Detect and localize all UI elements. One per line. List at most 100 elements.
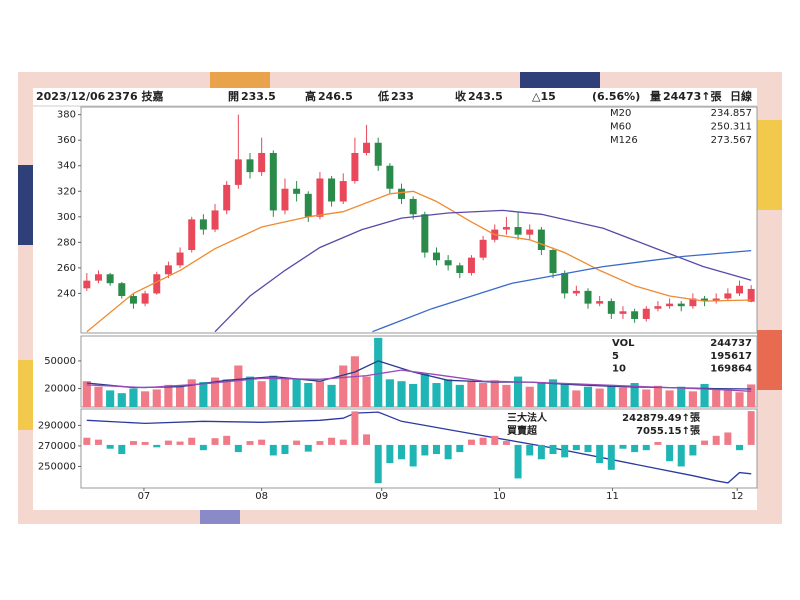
legend-label: 10 <box>612 364 626 375</box>
net-bar <box>654 442 662 445</box>
legend-label: 5 <box>612 351 619 362</box>
legend-value: 234.857 <box>711 108 752 119</box>
header-text: (6.56%) <box>592 90 640 103</box>
volume-bar <box>362 376 371 407</box>
y-tick-label: 20000 <box>44 384 76 395</box>
net-bar <box>304 444 312 452</box>
net-bar <box>642 444 650 451</box>
volume-bar <box>595 388 604 407</box>
volume-bar <box>502 384 511 407</box>
volume-bar <box>688 391 697 407</box>
volume-bar <box>513 376 523 407</box>
candle-body <box>619 311 627 314</box>
volume-bar <box>152 389 161 407</box>
net-bar <box>211 438 219 445</box>
legend-label: M20 <box>610 108 631 119</box>
net-bar <box>479 437 487 445</box>
header-text: 2023/12/06 <box>36 90 106 103</box>
net-bar <box>293 440 301 445</box>
net-bar <box>199 444 207 451</box>
volume-bar <box>479 383 488 407</box>
net-bar <box>584 444 592 453</box>
volume-bar <box>210 377 220 407</box>
price-panel <box>80 106 758 334</box>
net-bar <box>234 444 242 453</box>
net-bar <box>164 440 172 445</box>
candle-body <box>561 272 569 294</box>
volume-bar <box>455 384 464 407</box>
deco-block <box>18 165 33 245</box>
volume-bar <box>467 381 476 407</box>
net-bar <box>666 444 674 462</box>
net-bar <box>736 444 744 451</box>
deco-block <box>200 510 240 524</box>
header-text: 246.5 <box>318 90 353 103</box>
net-bar <box>747 411 755 445</box>
candle-body <box>281 188 289 211</box>
candle-body <box>444 260 452 266</box>
volume-bar <box>723 390 732 407</box>
y-tick-label: 340 <box>57 161 76 172</box>
volume-bar <box>642 389 651 407</box>
volume-bar <box>117 393 126 407</box>
net-bar <box>467 439 475 445</box>
x-tick-label: 09 <box>375 491 388 502</box>
volume-bar <box>385 379 394 407</box>
net-bar <box>491 435 499 445</box>
volume-bar <box>572 390 581 407</box>
x-tick-label: 11 <box>606 491 619 502</box>
volume-bar <box>560 383 569 407</box>
legend-label: VOL <box>612 338 635 349</box>
volume-bar <box>106 390 115 407</box>
candle-body <box>724 293 732 299</box>
volume-bar <box>630 383 639 407</box>
y-tick-label: 270000 <box>38 441 76 452</box>
x-tick-label: 10 <box>493 491 506 502</box>
candle-body <box>409 198 417 215</box>
net-bar <box>677 444 685 467</box>
net-bar <box>386 444 394 464</box>
candle-body <box>398 188 406 199</box>
net-bar <box>106 444 114 449</box>
candle-body <box>526 229 534 235</box>
candle-body <box>607 301 615 314</box>
line <box>372 249 752 333</box>
volume-bar <box>607 384 616 407</box>
legend-value: 244737 <box>710 338 752 349</box>
candle-body <box>432 252 440 261</box>
candle-body <box>514 227 522 235</box>
candle-body <box>747 288 755 302</box>
volume-bar <box>164 384 173 407</box>
candle-body <box>584 290 592 304</box>
volume-bar <box>257 381 266 407</box>
header-text: 2376 技嘉 <box>107 89 163 103</box>
candle-body <box>467 257 475 273</box>
candle-body <box>83 280 91 289</box>
candle-body <box>351 152 359 182</box>
volume-bar <box>548 379 558 407</box>
candle-body <box>712 298 720 302</box>
net-bar <box>689 444 697 456</box>
header-text: △15 <box>532 90 556 103</box>
net-bar <box>141 442 149 445</box>
volume-bar <box>665 390 674 407</box>
volume-bar <box>618 387 628 407</box>
volume-bar <box>129 388 138 407</box>
x-tick-label: 07 <box>138 491 151 502</box>
y-tick-label: 240 <box>57 288 76 299</box>
volume-bar <box>222 379 231 407</box>
y-tick-label: 380 <box>57 110 76 121</box>
volume-bar <box>280 379 290 407</box>
candle-body <box>328 178 336 202</box>
legend-value: 250.311 <box>711 122 752 133</box>
candle-body <box>246 159 254 173</box>
candle-body <box>141 293 149 304</box>
net-bar <box>176 441 184 445</box>
net-bar <box>129 441 137 445</box>
volume-bar <box>490 380 499 407</box>
net-bar <box>631 444 639 453</box>
candle-body <box>677 303 685 307</box>
volume-bar <box>583 386 593 407</box>
volume-bar <box>304 383 313 407</box>
